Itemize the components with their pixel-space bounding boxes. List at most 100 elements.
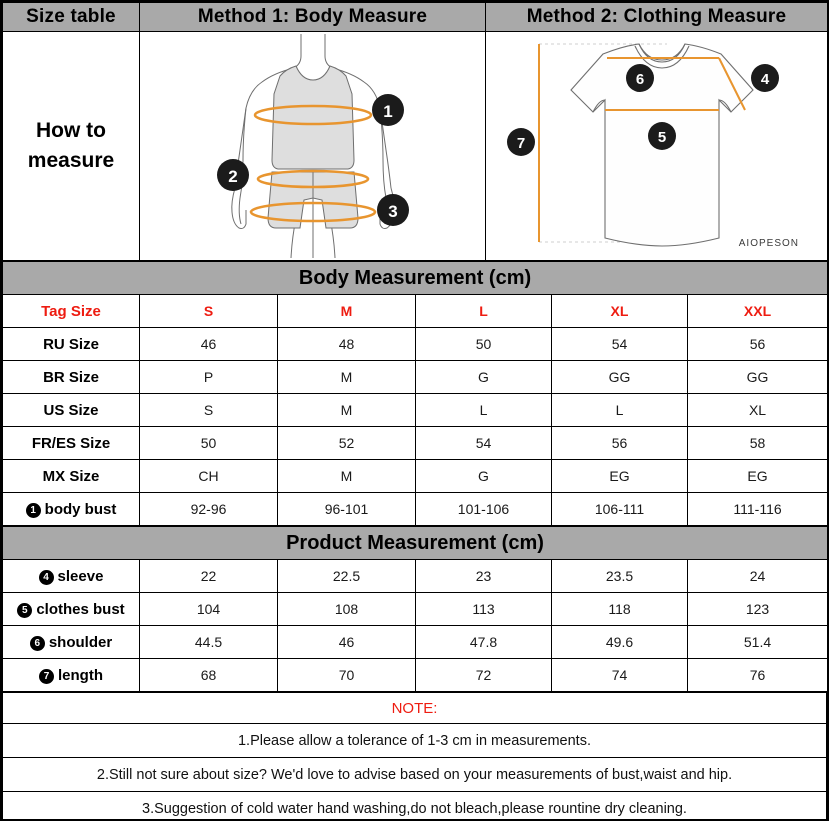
marker-badge-1: 1 (25, 502, 41, 518)
cell: 24 (687, 559, 827, 593)
cell: 23 (415, 559, 552, 593)
body-measure-illustration: 1 2 3 (139, 31, 486, 261)
clothing-measure-illustration: 6 4 7 5 (485, 31, 827, 261)
row-label-ru-size: RU Size (2, 327, 140, 361)
cell: GG (551, 360, 688, 394)
cell: P (139, 360, 278, 394)
cell: 96-101 (277, 492, 416, 526)
table-row: BR Size P M G GG GG (2, 360, 827, 394)
cell: 70 (277, 658, 416, 692)
column-header-m: M (277, 294, 416, 328)
cell: 72 (415, 658, 552, 692)
marker-1: 1 (371, 94, 404, 126)
marker-4: 4 (750, 64, 779, 92)
table-row: 4 sleeve 22 22.5 23 23.5 24 (2, 559, 827, 593)
row-label-body-bust: 1 body bust (2, 492, 140, 526)
cell: 51.4 (687, 625, 827, 659)
row-label-clothes-bust: 5 clothes bust (2, 592, 140, 626)
table-row: 6 shoulder 44.5 46 47.8 49.6 51.4 (2, 625, 827, 659)
tshirt-figure-svg: 6 4 7 5 (506, 43, 798, 249)
marker-badge-6: 6 (29, 635, 45, 651)
svg-text:7: 7 (516, 135, 524, 152)
table-row: FR/ES Size 50 52 54 56 58 (2, 426, 827, 460)
top-garment-shape (270, 65, 355, 170)
note-line-3: 3.Suggestion of cold water hand washing,… (2, 791, 827, 819)
cell: CH (139, 459, 278, 493)
method1-header: Method 1: Body Measure (139, 2, 486, 32)
row-label-length: 7 length (2, 658, 140, 692)
brand-watermark: AIOPESON (738, 238, 798, 249)
table-row: RU Size 46 48 50 54 56 (2, 327, 827, 361)
cell: 54 (551, 327, 688, 361)
cell: 58 (686, 426, 827, 460)
marker-badge-5: 5 (17, 602, 33, 618)
cell: 22 (139, 559, 278, 593)
cell: 101-106 (415, 492, 552, 526)
svg-text:4: 4 (760, 71, 769, 88)
cell: EG (551, 459, 688, 493)
cell: 50 (139, 426, 278, 460)
marker-7: 7 (506, 128, 535, 156)
marker-3: 3 (376, 194, 409, 226)
cell: G (415, 360, 552, 394)
table-row: 7 length 68 70 72 74 76 (2, 658, 827, 692)
waist-measure-line (256, 169, 369, 189)
svg-text:2: 2 (228, 167, 237, 186)
cell: M (277, 393, 416, 427)
row-label-sleeve: 4 sleeve (2, 559, 140, 593)
how-to-measure-line2: measure (27, 149, 115, 172)
cell: M (277, 360, 416, 394)
cell: 46 (277, 625, 416, 659)
notes-title-row: NOTE: (2, 692, 827, 724)
row-label-mx-size: MX Size (2, 459, 140, 493)
marker-6: 6 (625, 64, 654, 92)
cell: 123 (687, 592, 827, 626)
body-measurement-band: Body Measurement (cm) (2, 261, 827, 295)
column-header-l: L (415, 294, 552, 328)
notes-title: NOTE: (2, 692, 827, 724)
cell: EG (686, 459, 827, 493)
column-header-tag-size: Tag Size (2, 294, 140, 328)
row-label-shoulder: 6 shoulder (2, 625, 140, 659)
bust-measure-line (253, 104, 372, 126)
row-label-us-size: US Size (2, 393, 140, 427)
svg-text:6: 6 (635, 71, 643, 88)
cell: 56 (686, 327, 827, 361)
illustration-panel: Size table Method 1: Body Measure Method… (2, 2, 827, 261)
table-row: 1 body bust 92-96 96-101 101-106 106-111 … (2, 492, 827, 526)
cell: S (139, 393, 278, 427)
body-measurement-header-row: Tag Size S M L XL XXL (2, 294, 827, 328)
notes-table: NOTE: 1.Please allow a tolerance of 1-3 … (2, 692, 827, 819)
cell: L (415, 393, 552, 427)
cell: 50 (415, 327, 552, 361)
cell: 52 (277, 426, 416, 460)
product-measurement-band-row: Product Measurement (cm) (2, 526, 827, 560)
hip-measure-line (249, 201, 376, 223)
column-header-s: S (139, 294, 278, 328)
product-measurement-band: Product Measurement (cm) (2, 526, 827, 560)
cell: 106-111 (551, 492, 688, 526)
table-row: 5 clothes bust 104 108 113 118 123 (2, 592, 827, 626)
product-measurement-table: Product Measurement (cm) 4 sleeve 22 22.5… (2, 526, 827, 692)
illustration-header-row: Size table Method 1: Body Measure Method… (2, 2, 827, 32)
list-item: 1.Please allow a tolerance of 1-3 cm in … (2, 723, 827, 758)
method2-header: Method 2: Clothing Measure (485, 2, 827, 32)
row-label-fres-size: FR/ES Size (2, 426, 140, 460)
column-header-xl: XL (551, 294, 688, 328)
cell: 108 (277, 592, 416, 626)
cell: 76 (687, 658, 827, 692)
cell: 22.5 (277, 559, 416, 593)
list-item: 2.Still not sure about size? We'd love t… (2, 757, 827, 792)
body-measurement-band-row: Body Measurement (cm) (2, 261, 827, 295)
cell: 48 (277, 327, 416, 361)
cell: 104 (139, 592, 278, 626)
cell: 44.5 (139, 625, 278, 659)
how-to-measure-cell: How to measure (2, 31, 140, 261)
svg-text:3: 3 (388, 202, 397, 221)
svg-text:1: 1 (383, 102, 392, 121)
cell: M (277, 459, 416, 493)
marker-badge-7: 7 (39, 668, 54, 684)
row-label-br-size: BR Size (2, 360, 140, 394)
column-header-xxl: XXL (686, 294, 827, 328)
